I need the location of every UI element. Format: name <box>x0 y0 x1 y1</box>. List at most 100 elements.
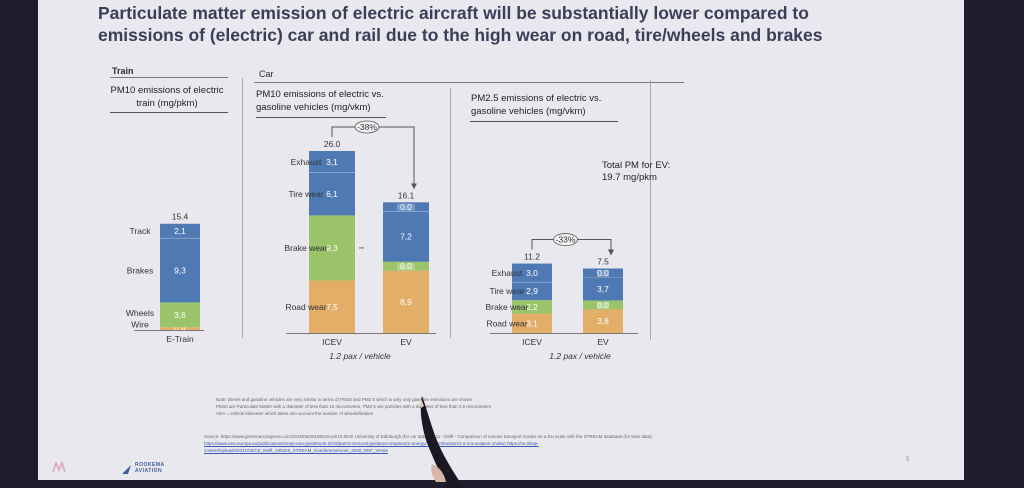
bar-ev-exhaust <box>383 202 429 212</box>
bar-e-train-track <box>160 223 200 239</box>
total-pm-note: Total PM for EV: 19.7 mg/pkm <box>602 160 671 183</box>
x-tick-e-train: E-Train <box>166 334 194 344</box>
category-label-brake-wear: Brake wear <box>285 243 328 253</box>
bar-icev-tire-wear <box>309 172 355 216</box>
data-label-ev-tire-wear: 3,7 <box>597 284 609 294</box>
slide-title: Particulate matter emission of electric … <box>98 3 823 45</box>
bar-ev-brake-wear <box>583 300 623 310</box>
presenter-hand <box>420 396 464 488</box>
bar-icev-road-wear <box>309 280 355 333</box>
train-header-underline <box>110 112 228 113</box>
bar-ev-road-wear <box>383 270 429 333</box>
data-label-icev-brake-wear: 2,2 <box>526 302 538 312</box>
car-pm10-chart: 7,5 9,3 6,1 3,1 26.0 ICEV Road wear Brake wear T… <box>285 120 436 361</box>
data-label-ev-brake-wear: 0.0 <box>597 300 609 310</box>
data-label-e-train-track: 2,1 <box>174 226 186 236</box>
train-chart: 0.4 3,6 9,3 2,1 15.4 E-Train Wire Wheels Brakes T… <box>126 212 204 344</box>
reduction-label: -33% <box>556 235 576 245</box>
total-label-icev: 11.2 <box>524 252 540 262</box>
zero-value-box <box>397 263 415 271</box>
reduction-bubble <box>553 233 578 246</box>
x-tick-icev: ICEV <box>522 337 542 347</box>
data-label-icev-exhaust: 3,0 <box>526 268 538 278</box>
bar-icev-road-wear <box>512 313 552 333</box>
zero-value-box <box>597 270 609 277</box>
section-car-divider <box>254 82 684 83</box>
data-label-ev-road-wear: 3,8 <box>597 316 609 326</box>
bar-icev-brake-wear <box>512 300 552 314</box>
chart-subtitle: 1.2 pax / vehicle <box>329 351 391 361</box>
category-label-track: Track <box>130 226 152 236</box>
data-label-ev-road-wear: 8,9 <box>400 297 412 307</box>
total-label-icev: 26.0 <box>324 139 341 149</box>
zero-value-box <box>597 301 609 309</box>
data-label-icev-exhaust: 3,1 <box>326 157 338 167</box>
total-label-ev: 16.1 <box>398 190 415 200</box>
section-car-label: Car <box>259 69 274 79</box>
separator-pm10-pm25 <box>450 88 451 338</box>
source-link-2[interactable]: https://www.eea.europa.eu/publications/e… <box>204 441 539 446</box>
total-label-e-train: 15.4 <box>172 212 189 222</box>
page-number: 5 <box>906 457 910 463</box>
car-pm25-underline <box>470 121 618 122</box>
category-label-exhaust: Exhaust <box>492 268 523 278</box>
category-label-wire: Wire <box>131 320 149 330</box>
category-label-brakes: Brakes <box>127 265 153 275</box>
footer-mark-icon <box>52 460 66 473</box>
data-label-icev-tire-wear: 2,9 <box>526 286 538 296</box>
bar-icev-exhaust <box>512 263 552 283</box>
section-train-label: Train <box>112 66 134 76</box>
presentation-slide: Particulate matter emission of electric … <box>38 0 964 480</box>
bar-ev-brake-wear <box>383 261 429 271</box>
data-label-e-train-brakes: 9,3 <box>174 265 186 275</box>
category-label-tire-wear: Tire wear <box>489 286 524 296</box>
data-label-ev-tire-wear: 7,2 <box>400 232 412 242</box>
car-pm25-header: PM2.5 emissions of electric vs. gasoline… <box>471 93 602 117</box>
category-label-tire-wear: Tire wear <box>288 189 323 199</box>
car-pm25-chart: 3,1 2,2 2,9 3,0 11.2 ICEV Road wear Brake wear T… <box>486 233 638 361</box>
total-label-ev: 7.5 <box>597 257 609 267</box>
bar-e-train-wire <box>160 327 200 330</box>
category-label-wheels: Wheels <box>126 308 154 318</box>
bar-icev-brake-wear <box>309 215 355 281</box>
x-tick-ev: EV <box>597 337 609 347</box>
category-label-road-wear: Road wear <box>285 302 326 312</box>
separator-pm25-right <box>650 80 651 340</box>
note-line-2: PM10 are Particulate Matter with a diame… <box>216 404 492 409</box>
x-tick-ev: EV <box>400 337 412 347</box>
car-pm10-header: PM10 emissions of electric vs. gasoline … <box>256 89 384 113</box>
chart-subtitle: 1.2 pax / vehicle <box>549 351 611 361</box>
bar-icev-tire-wear <box>512 282 552 301</box>
zero-value-box <box>397 203 415 211</box>
reduction-bubble <box>354 120 380 134</box>
data-label-icev-road-wear: 7,5 <box>326 302 338 312</box>
reduction-label: -38% <box>357 122 377 132</box>
note-line-1: Note: Diesel and gasoline vehicles are v… <box>216 397 473 402</box>
data-label-ev-brake-wear: 0.0 <box>400 261 412 271</box>
bar-ev-road-wear <box>583 309 623 333</box>
data-label-e-train-wire: 0.4 <box>174 324 186 334</box>
category-label-road-wear: Road wear <box>486 318 527 328</box>
x-tick-icev: ICEV <box>322 337 342 347</box>
data-label-icev-tire-wear: 6,1 <box>326 189 338 199</box>
data-label-icev-brake-wear: 9,3 <box>326 243 338 253</box>
bar-icev-exhaust <box>309 151 355 173</box>
data-label-e-train-wheels: 3,6 <box>174 310 186 320</box>
charts-canvas: 0.4 3,6 9,3 2,1 15.4 E-Train Wire Wheels Brakes T… <box>126 120 638 361</box>
data-label-icev-road-wear: 3,1 <box>526 318 538 328</box>
train-chart-header: PM10 emissions of electric train (mg/pkm… <box>110 85 224 109</box>
car-pm10-underline <box>256 117 386 118</box>
logo-icon <box>122 462 132 474</box>
separator-train-car <box>242 78 243 338</box>
source-link-3[interactable]: content/uploads/2021/03/CE_Delft_190325_… <box>204 448 388 453</box>
bar-e-train-brakes <box>160 238 200 303</box>
company-logo-text: ROOKEMA AVIATION <box>135 462 165 474</box>
bar-ev-tire-wear <box>383 211 429 262</box>
category-label-exhaust: Exhaust <box>291 157 322 167</box>
data-label-ev-exhaust: 0.0 <box>597 268 609 278</box>
category-label-brake-wear: Brake wear <box>486 302 529 312</box>
bar-ev-tire-wear <box>583 277 623 301</box>
bar-ev-exhaust <box>583 268 623 278</box>
note-line-3: Vkm = vehicle kilometer which takes into… <box>216 411 373 416</box>
section-train-divider <box>110 77 228 78</box>
